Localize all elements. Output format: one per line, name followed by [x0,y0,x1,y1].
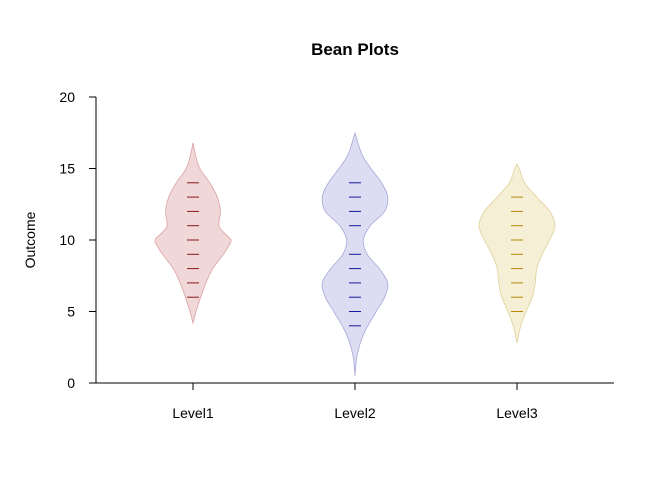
y-axis-label: Outcome [22,211,38,268]
y-tick-label: 10 [59,232,75,248]
chart-title: Bean Plots [311,40,399,59]
y-tick-label: 15 [59,161,75,177]
bean-density-level3 [478,163,556,344]
y-tick-label: 0 [67,375,75,391]
x-tick-label: Level3 [496,405,537,421]
y-tick-label: 20 [59,89,75,105]
x-tick-label: Level2 [334,405,375,421]
bean-density-level1 [154,142,232,325]
x-tick-label: Level1 [172,405,213,421]
y-tick-label: 5 [67,304,75,320]
plot-area: 0 5 10 15 20 Level1 Level2 Level3 [59,89,614,421]
